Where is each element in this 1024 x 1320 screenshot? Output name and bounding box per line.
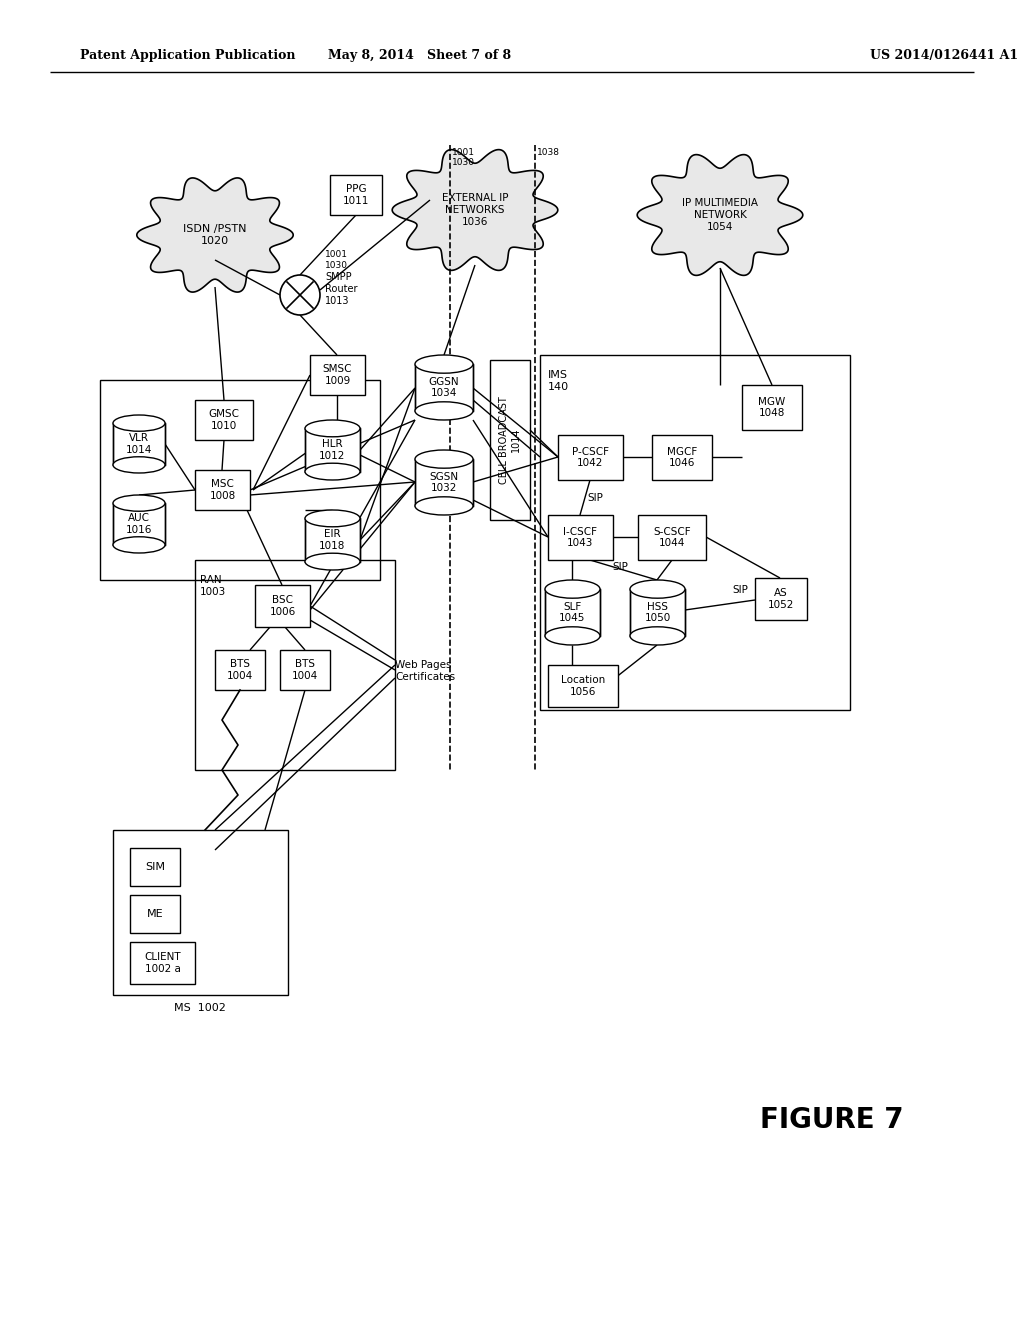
- Text: VLR
1014: VLR 1014: [126, 433, 153, 455]
- Text: SMSC
1009: SMSC 1009: [323, 364, 352, 385]
- Text: AUC
1016: AUC 1016: [126, 513, 153, 535]
- Bar: [415, 364, 473, 411]
- Bar: [545, 589, 600, 636]
- Bar: [330, 176, 382, 215]
- Text: S-CSCF
1044: S-CSCF 1044: [653, 527, 691, 548]
- Bar: [113, 830, 288, 995]
- Text: SIP: SIP: [612, 562, 628, 572]
- Ellipse shape: [415, 450, 473, 469]
- Text: MGW
1048: MGW 1048: [759, 397, 785, 418]
- Bar: [305, 519, 360, 561]
- Ellipse shape: [630, 627, 685, 645]
- Text: SLF
1045: SLF 1045: [559, 602, 586, 623]
- Bar: [415, 459, 473, 506]
- Text: ME: ME: [146, 909, 163, 919]
- Text: BTS
1004: BTS 1004: [292, 659, 318, 681]
- Bar: [548, 515, 613, 560]
- Bar: [100, 380, 380, 579]
- Ellipse shape: [305, 510, 360, 527]
- Text: HLR
1012: HLR 1012: [319, 440, 346, 461]
- Text: CLIENT
1002 a: CLIENT 1002 a: [144, 952, 181, 974]
- Text: SMPP
Router
1013: SMPP Router 1013: [325, 272, 357, 306]
- Circle shape: [280, 275, 319, 315]
- Ellipse shape: [545, 627, 600, 645]
- Text: EIR
1018: EIR 1018: [319, 529, 346, 550]
- Text: I-CSCF
1043: I-CSCF 1043: [563, 527, 597, 548]
- Ellipse shape: [305, 420, 360, 437]
- Text: 1001
1030: 1001 1030: [325, 251, 348, 269]
- Text: MSC
1008: MSC 1008: [209, 479, 236, 500]
- Bar: [630, 589, 685, 636]
- Bar: [255, 585, 310, 627]
- Text: MGCF
1046: MGCF 1046: [667, 446, 697, 469]
- Bar: [558, 436, 623, 480]
- Text: 1001
1030: 1001 1030: [452, 148, 475, 168]
- Bar: [652, 436, 712, 480]
- Bar: [490, 360, 530, 520]
- Bar: [215, 649, 265, 690]
- Text: US 2014/0126441 A1: US 2014/0126441 A1: [870, 49, 1018, 62]
- Text: GGSN
1034: GGSN 1034: [429, 376, 460, 399]
- Text: AS
1052: AS 1052: [768, 589, 795, 610]
- Bar: [305, 429, 360, 471]
- Text: BTS
1004: BTS 1004: [227, 659, 253, 681]
- Text: SIM: SIM: [145, 862, 165, 873]
- Text: P-CSCF
1042: P-CSCF 1042: [572, 446, 609, 469]
- Bar: [113, 503, 165, 545]
- Bar: [540, 355, 850, 710]
- Text: ISDN /PSTN
1020: ISDN /PSTN 1020: [183, 224, 247, 246]
- Bar: [548, 665, 618, 708]
- Polygon shape: [137, 178, 293, 292]
- Bar: [638, 515, 706, 560]
- Bar: [280, 649, 330, 690]
- Ellipse shape: [630, 579, 685, 598]
- Bar: [130, 942, 195, 983]
- Ellipse shape: [113, 414, 165, 432]
- Text: SIP: SIP: [732, 585, 748, 595]
- Text: FIGURE 7: FIGURE 7: [760, 1106, 903, 1134]
- Bar: [130, 895, 180, 933]
- Ellipse shape: [305, 463, 360, 480]
- Text: SIP: SIP: [587, 492, 603, 503]
- Text: SGSN
1032: SGSN 1032: [429, 471, 459, 494]
- Bar: [310, 355, 365, 395]
- Bar: [195, 470, 250, 510]
- Text: HSS
1050: HSS 1050: [644, 602, 671, 623]
- Text: CELL BROADCAST
1014: CELL BROADCAST 1014: [500, 396, 521, 484]
- Bar: [755, 578, 807, 620]
- Text: EXTERNAL IP
NETWORKS
1036: EXTERNAL IP NETWORKS 1036: [441, 194, 508, 227]
- Text: Patent Application Publication: Patent Application Publication: [80, 49, 296, 62]
- Ellipse shape: [305, 553, 360, 570]
- Ellipse shape: [415, 355, 473, 374]
- Text: 1038: 1038: [537, 148, 560, 157]
- Text: GMSC
1010: GMSC 1010: [209, 409, 240, 430]
- Bar: [130, 847, 180, 886]
- Ellipse shape: [113, 495, 165, 511]
- Text: RAN
1003: RAN 1003: [200, 576, 226, 597]
- Bar: [195, 560, 395, 770]
- Text: BSC
1006: BSC 1006: [269, 595, 296, 616]
- Text: MS  1002: MS 1002: [174, 1003, 226, 1012]
- Ellipse shape: [545, 579, 600, 598]
- Bar: [195, 400, 253, 440]
- Ellipse shape: [113, 537, 165, 553]
- Bar: [742, 385, 802, 430]
- Polygon shape: [392, 149, 558, 271]
- Ellipse shape: [113, 457, 165, 473]
- Text: IMS
140: IMS 140: [548, 370, 569, 392]
- Text: Location
1056: Location 1056: [561, 676, 605, 697]
- Ellipse shape: [415, 401, 473, 420]
- Text: May 8, 2014   Sheet 7 of 8: May 8, 2014 Sheet 7 of 8: [329, 49, 512, 62]
- Ellipse shape: [415, 496, 473, 515]
- Text: Web Pages
Certificates: Web Pages Certificates: [395, 660, 455, 681]
- Text: IP MULTIMEDIA
NETWORK
1054: IP MULTIMEDIA NETWORK 1054: [682, 198, 758, 231]
- Text: PPG
1011: PPG 1011: [343, 185, 370, 206]
- Polygon shape: [637, 154, 803, 276]
- Bar: [113, 424, 165, 465]
